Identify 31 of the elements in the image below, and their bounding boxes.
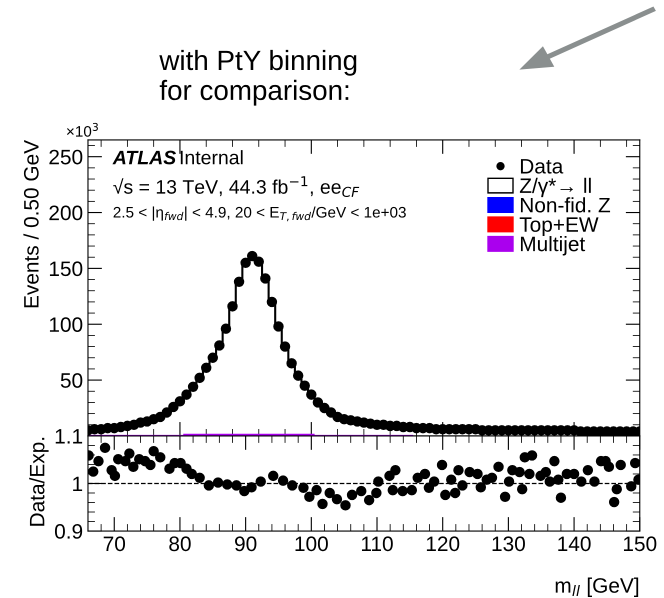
legend-label: Data [520,159,564,174]
y-tick-label: 100 [50,317,82,332]
legend-label: Multijet [520,236,586,256]
y-tick-label: 200 [49,206,82,220]
legend-label: Non-fid. Z [520,197,610,212]
annotation: Internal [180,150,243,164]
y-tick-label: 0.9 [54,524,82,539]
chart-title: with PtY binning for comparison: [159,50,356,106]
legend-label: Z/γ*→ ll [520,178,591,198]
x-tick-label: 130 [492,536,525,552]
x-axis-title: m$_{ll}$ [GeV] [556,578,638,597]
y-axis-title: Events / 0.50 GeV [23,140,39,308]
x-tick-label: 90 [235,536,256,552]
annotation: 2.5 < |η$_{fwd}$| < 4.9, 20 < E$_{T,fwd}$/GeV < 1e+03 [114,206,406,222]
y-tick-label: 50 [60,373,82,388]
y-tick-label: 1 [73,476,82,492]
x-tick-label: 100 [296,536,328,552]
text: ×10$^{3}$ [66,122,98,137]
x-tick-label: 150 [624,536,656,552]
y-tick-label: 250 [49,150,82,164]
x-tick-label: 110 [362,536,393,552]
y-axis-title: Data/Exp. [29,438,49,526]
annotation: ATLAS [112,150,176,164]
y-tick-label: 1.1 [56,429,82,444]
x-tick-label: 70 [104,536,126,552]
x-tick-label: 80 [169,536,191,552]
y-tick-label: 150 [50,261,82,276]
annotation: √s = 13 TeV, 44.3 fb$^{−1}$, ee$_{CF}$ [113,176,360,198]
x-tick-label: 120 [426,536,460,552]
legend-label: Top+EW [520,217,598,236]
x-tick-label: 140 [558,536,591,552]
